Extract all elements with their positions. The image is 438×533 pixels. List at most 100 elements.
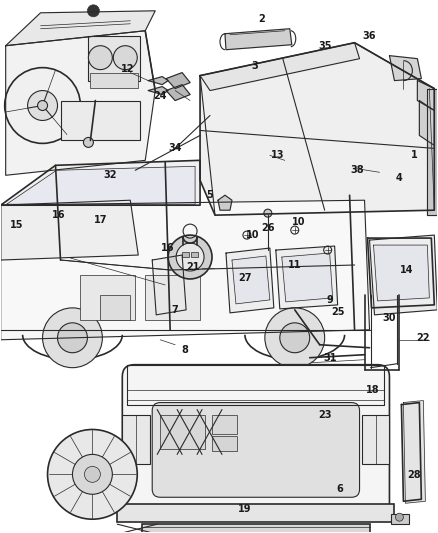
Bar xyxy=(88,36,140,80)
Text: 17: 17 xyxy=(94,215,107,225)
Polygon shape xyxy=(166,72,190,88)
Text: 10: 10 xyxy=(246,230,260,240)
Text: 26: 26 xyxy=(261,223,275,233)
Polygon shape xyxy=(6,31,155,175)
Polygon shape xyxy=(218,195,232,210)
Circle shape xyxy=(280,323,310,353)
Polygon shape xyxy=(427,88,437,215)
Circle shape xyxy=(57,323,88,353)
Text: 36: 36 xyxy=(363,31,376,41)
Text: 14: 14 xyxy=(399,265,413,275)
Text: 25: 25 xyxy=(331,307,344,317)
Circle shape xyxy=(48,430,137,519)
Bar xyxy=(142,524,370,533)
Bar xyxy=(212,415,237,434)
Text: 34: 34 xyxy=(168,143,182,154)
Bar xyxy=(361,415,389,464)
Circle shape xyxy=(88,5,99,17)
Text: 10: 10 xyxy=(292,217,305,227)
Polygon shape xyxy=(7,166,195,204)
Circle shape xyxy=(176,243,204,271)
Bar xyxy=(60,101,140,140)
Polygon shape xyxy=(1,160,200,205)
Circle shape xyxy=(83,138,93,148)
Text: 12: 12 xyxy=(120,63,134,74)
Text: 13: 13 xyxy=(271,150,285,160)
Text: 23: 23 xyxy=(318,409,332,419)
FancyBboxPatch shape xyxy=(152,402,360,497)
Circle shape xyxy=(88,46,112,70)
Bar xyxy=(90,72,138,87)
Polygon shape xyxy=(166,85,190,101)
Text: 21: 21 xyxy=(186,262,200,272)
Polygon shape xyxy=(374,245,429,301)
Bar xyxy=(392,514,410,524)
Text: 11: 11 xyxy=(288,260,301,270)
Circle shape xyxy=(42,308,102,368)
Bar xyxy=(212,437,237,451)
Text: 1: 1 xyxy=(411,150,418,160)
FancyBboxPatch shape xyxy=(122,365,389,519)
Polygon shape xyxy=(127,365,385,405)
Text: 38: 38 xyxy=(351,165,364,175)
Text: 16: 16 xyxy=(52,210,65,220)
Circle shape xyxy=(85,466,100,482)
Polygon shape xyxy=(1,200,138,260)
Polygon shape xyxy=(148,77,168,85)
Bar xyxy=(81,275,135,320)
Text: 32: 32 xyxy=(104,170,117,180)
Text: 2: 2 xyxy=(258,14,265,24)
Polygon shape xyxy=(226,248,274,313)
Text: 9: 9 xyxy=(326,295,333,305)
Polygon shape xyxy=(200,43,360,91)
Text: 28: 28 xyxy=(408,470,421,480)
Circle shape xyxy=(168,235,212,279)
Text: 8: 8 xyxy=(182,345,188,355)
Polygon shape xyxy=(148,86,168,94)
Text: 19: 19 xyxy=(238,504,252,514)
Polygon shape xyxy=(276,246,338,309)
Text: 16: 16 xyxy=(162,243,175,253)
Bar xyxy=(145,275,200,320)
Polygon shape xyxy=(401,402,421,501)
Circle shape xyxy=(396,513,403,521)
Circle shape xyxy=(72,455,112,494)
Polygon shape xyxy=(419,101,434,146)
Polygon shape xyxy=(1,200,370,340)
Bar xyxy=(191,252,198,257)
Text: 30: 30 xyxy=(383,313,396,323)
Text: 24: 24 xyxy=(153,91,167,101)
Polygon shape xyxy=(225,29,292,50)
Polygon shape xyxy=(282,253,332,302)
Text: 6: 6 xyxy=(336,484,343,494)
Text: 3: 3 xyxy=(251,61,258,71)
Circle shape xyxy=(264,209,272,217)
Text: 35: 35 xyxy=(318,41,332,51)
Text: 5: 5 xyxy=(207,190,213,200)
Bar xyxy=(160,415,205,449)
Polygon shape xyxy=(6,11,155,46)
Bar xyxy=(100,295,130,320)
Circle shape xyxy=(5,68,81,143)
Bar xyxy=(182,252,189,257)
Circle shape xyxy=(28,91,57,120)
Text: 7: 7 xyxy=(172,305,179,315)
Bar xyxy=(122,415,150,464)
Text: 22: 22 xyxy=(417,333,430,343)
Text: 15: 15 xyxy=(10,220,23,230)
Circle shape xyxy=(113,46,137,70)
Text: 31: 31 xyxy=(323,353,336,363)
Text: 18: 18 xyxy=(366,385,379,394)
Circle shape xyxy=(38,101,48,110)
Polygon shape xyxy=(152,255,186,315)
Text: 27: 27 xyxy=(238,273,252,283)
Polygon shape xyxy=(200,43,434,215)
Polygon shape xyxy=(403,401,425,503)
Circle shape xyxy=(265,308,325,368)
Polygon shape xyxy=(367,238,434,308)
Text: 4: 4 xyxy=(396,173,403,183)
Polygon shape xyxy=(232,256,270,304)
Polygon shape xyxy=(417,80,434,110)
Polygon shape xyxy=(389,55,421,80)
Polygon shape xyxy=(370,235,437,315)
